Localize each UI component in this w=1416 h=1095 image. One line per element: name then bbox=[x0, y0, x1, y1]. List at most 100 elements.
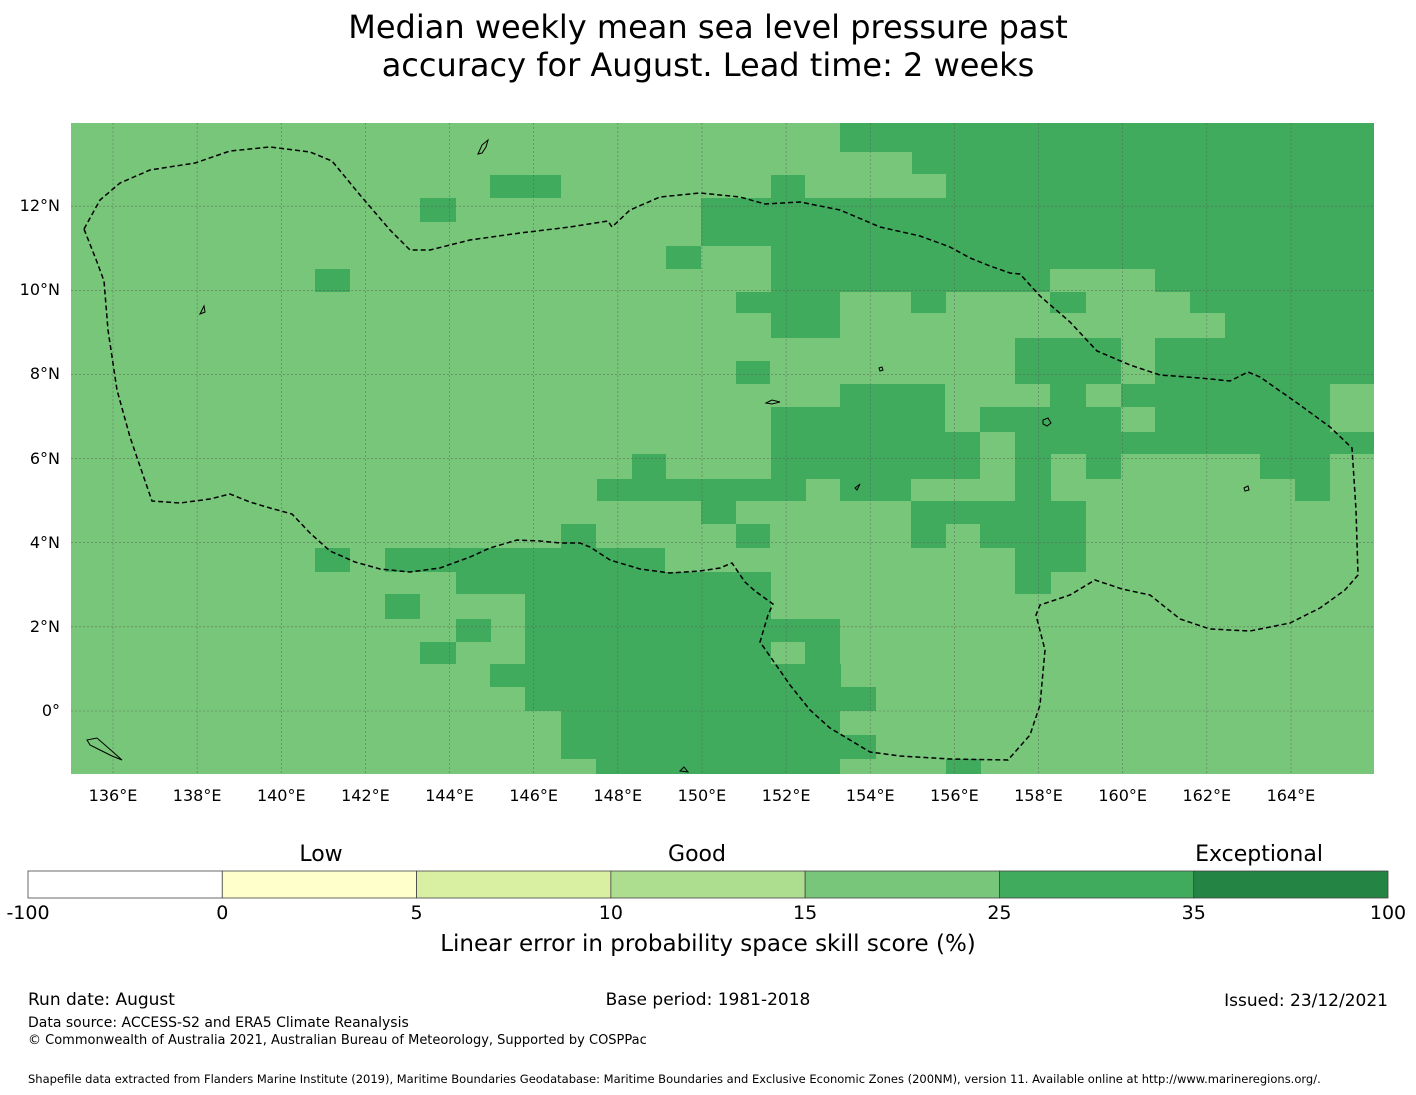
skill-cell-25-35 bbox=[315, 269, 350, 292]
skill-cell-25-35 bbox=[525, 687, 876, 711]
skill-cell-25-35 bbox=[456, 572, 771, 594]
skill-cell-25-35 bbox=[701, 222, 1374, 246]
colorbar-category-good: Good bbox=[668, 842, 726, 867]
skill-cell-25-35 bbox=[1155, 407, 1330, 432]
base-period: Base period: 1981-2018 bbox=[605, 990, 811, 1010]
skill-cell-25-35 bbox=[456, 619, 491, 642]
latitude-tick-label: 0° bbox=[41, 701, 60, 720]
colorbar-tick-label: 5 bbox=[410, 902, 423, 924]
skill-cell-25-35 bbox=[1050, 384, 1086, 407]
skill-cell-25-35 bbox=[1015, 454, 1051, 479]
longitude-tick-label: 148°E bbox=[593, 786, 643, 805]
skill-cell-25-35 bbox=[420, 198, 456, 222]
longitude-tick-label: 144°E bbox=[425, 786, 474, 805]
shapefile-credit: Shapefile data extracted from Flanders M… bbox=[28, 1072, 1321, 1086]
skill-cell-25-35 bbox=[1155, 361, 1374, 384]
islands bbox=[86, 138, 1250, 773]
colorbar-segment bbox=[610, 870, 806, 899]
skill-cell-25-35 bbox=[911, 524, 946, 548]
longitude-tick-label: 156°E bbox=[930, 786, 979, 805]
skill-cell-25-35 bbox=[911, 501, 1086, 524]
copyright: © Commonwealth of Australia 2021, Austra… bbox=[28, 1033, 647, 1048]
skill-cell-25-35 bbox=[771, 407, 945, 432]
latitude-tick-label: 10°N bbox=[19, 280, 60, 300]
colorbar-tick-label: 0 bbox=[216, 902, 229, 924]
skill-cell-25-35 bbox=[1015, 479, 1051, 501]
colorbar-segment bbox=[416, 870, 612, 899]
colorbar-tick-label: 10 bbox=[598, 902, 623, 924]
longitude-tick-label: 140°E bbox=[256, 786, 306, 805]
island-outline bbox=[198, 304, 206, 315]
run-date: Run date: August bbox=[28, 990, 175, 1010]
skill-cell-25-35 bbox=[420, 642, 456, 664]
skill-cell-25-35 bbox=[771, 175, 805, 198]
skill-cell-25-35 bbox=[771, 313, 840, 338]
colorbar-category-exceptional: Exceptional bbox=[1195, 842, 1323, 867]
island-outline bbox=[764, 399, 781, 405]
skill-cell-25-35 bbox=[597, 479, 806, 501]
skill-cell-25-35 bbox=[561, 735, 840, 759]
latitude-tick-label: 6°N bbox=[29, 448, 60, 468]
skill-cell-25-35 bbox=[980, 407, 1121, 432]
skill-cell-25-35 bbox=[1086, 454, 1121, 479]
longitude-tick-label: 154°E bbox=[845, 786, 895, 805]
skill-cell-25-35 bbox=[1121, 432, 1155, 454]
latitude-tick-label: 8°N bbox=[29, 364, 60, 384]
longitude-tick-label: 160°E bbox=[1098, 786, 1147, 805]
skill-cell-25-35 bbox=[736, 292, 840, 313]
skill-cell-25-35 bbox=[771, 269, 1050, 292]
skill-cell-25-35 bbox=[771, 246, 1374, 269]
skill-cell-25-35 bbox=[946, 152, 1374, 199]
colorbar-category-low: Low bbox=[299, 842, 343, 867]
island-outline bbox=[1243, 485, 1250, 492]
skill-cell-25-35 bbox=[912, 123, 1374, 152]
skill-cell-25-35 bbox=[736, 524, 770, 548]
skill-cell-25-35 bbox=[1155, 338, 1374, 361]
island-outline bbox=[678, 766, 690, 773]
skill-cell-25-35 bbox=[946, 759, 981, 774]
colorbar-tick-label: 35 bbox=[1181, 902, 1206, 924]
skill-cell-25-35 bbox=[701, 198, 1374, 222]
skill-cell-25-35 bbox=[385, 548, 665, 572]
skill-cell-25-35 bbox=[840, 384, 945, 407]
skill-cell-25-35 bbox=[911, 292, 946, 313]
skill-cell-25-35 bbox=[1015, 572, 1051, 594]
issued-date: Issued: 23/12/2021 bbox=[1224, 991, 1388, 1011]
longitude-tick-label: 150°E bbox=[677, 786, 727, 805]
longitude-tick-label: 162°E bbox=[1182, 786, 1232, 805]
skill-cell-25-35 bbox=[1155, 432, 1374, 454]
skill-cell-25-35 bbox=[1015, 432, 1121, 454]
colorbar-segment bbox=[999, 870, 1195, 899]
longitude-tick-label: 142°E bbox=[341, 786, 390, 805]
colorbar-tick-label: 100 bbox=[1369, 902, 1407, 924]
longitude-tick-label: 152°E bbox=[761, 786, 811, 805]
skill-cell-25-35 bbox=[1015, 361, 1121, 384]
skill-cell-25-35 bbox=[771, 432, 980, 454]
chart-title-line-1: Median weekly mean sea level pressure pa… bbox=[348, 8, 1068, 46]
skill-cell-25-35 bbox=[525, 642, 771, 664]
skill-cell-25-35 bbox=[980, 524, 1086, 548]
skill-cell-25-35 bbox=[1260, 454, 1330, 479]
skill-cell-25-35 bbox=[805, 642, 840, 664]
skill-cell-25-35 bbox=[771, 454, 980, 479]
longitude-tick-label: 164°E bbox=[1266, 786, 1316, 805]
colorbar-segment bbox=[1193, 870, 1389, 899]
colorbar-tick-label: 15 bbox=[793, 902, 818, 924]
skill-cell-25-35 bbox=[701, 501, 736, 524]
colorbar-tick-label: 25 bbox=[987, 902, 1012, 924]
island-outline bbox=[86, 737, 123, 761]
colorbar-tick-label: -100 bbox=[6, 902, 50, 924]
eez-boundary bbox=[83, 146, 1359, 761]
island-outline bbox=[1042, 417, 1052, 427]
skill-cell-25-35 bbox=[561, 524, 596, 548]
skill-cell-25-35 bbox=[736, 361, 770, 384]
skill-cell-25-35 bbox=[490, 664, 841, 687]
latitude-tick-label: 4°N bbox=[29, 532, 60, 552]
chart-title-line-2: accuracy for August. Lead time: 2 weeks bbox=[381, 46, 1035, 84]
skill-cells bbox=[315, 123, 1374, 774]
colorbar-label: Linear error in probability space skill … bbox=[440, 931, 976, 957]
island-outline bbox=[878, 366, 884, 372]
skill-cell-25-35 bbox=[596, 759, 840, 774]
